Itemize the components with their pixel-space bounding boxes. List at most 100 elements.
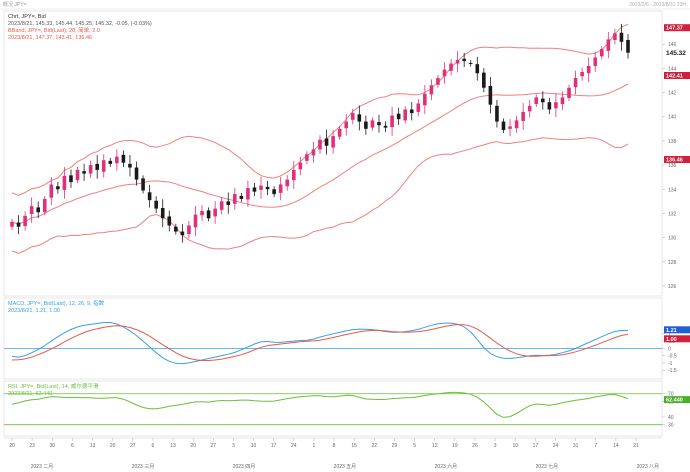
candle [115, 149, 119, 171]
candle-body [101, 160, 106, 172]
x-day-tick-label: 6 [152, 443, 155, 449]
candle [436, 75, 440, 88]
x-day-tick-label: 3 [494, 443, 497, 449]
date-range: 2023/2/6 - 2023/8/31 23H [629, 2, 686, 8]
rsi-tag-text: 62.440 [666, 398, 683, 404]
candle [42, 195, 47, 216]
candle [246, 180, 250, 207]
signal-tag-text: 1.00 [666, 337, 677, 343]
candle [95, 155, 99, 179]
candle [167, 210, 172, 232]
candle-body [298, 162, 303, 170]
candle [554, 93, 558, 118]
rsi-line [11, 391, 629, 418]
price-y-tick-label: 138 [668, 139, 677, 145]
x-day-tick-label: 26 [472, 443, 478, 449]
candle [573, 70, 578, 95]
candle [16, 215, 21, 235]
candle-body [396, 113, 401, 120]
candle-body [154, 200, 158, 209]
candle-body [167, 216, 172, 226]
candle [527, 99, 532, 118]
price-y-tick-label: 126 [668, 284, 677, 290]
candle-body [193, 214, 198, 228]
candle-body [580, 72, 584, 77]
candle [187, 221, 191, 239]
macd-panel-frame [3, 297, 663, 380]
candle [239, 192, 244, 202]
candle-body [200, 211, 204, 216]
candle [390, 106, 394, 136]
candle-body [233, 194, 237, 204]
x-day-tick-label: 21 [633, 443, 639, 449]
candle-body [613, 33, 617, 40]
macd-header-line1: MACD, JPY=, Bid(Last), 12, 26, 9, 指数 [8, 299, 105, 307]
x-day-tick-label: 30 [49, 443, 55, 449]
x-day-tick-label: 13 [90, 443, 96, 449]
candle [69, 169, 73, 188]
price-y-tick-label: 142 [668, 91, 677, 97]
candle [147, 184, 152, 208]
candle-body [521, 111, 525, 121]
candle [475, 56, 480, 81]
candle [560, 91, 565, 110]
candle [233, 188, 237, 210]
candle [409, 102, 414, 121]
candle [613, 28, 617, 45]
candle [337, 125, 342, 140]
candle-body [219, 201, 224, 210]
candle-body [75, 169, 80, 181]
price-y-tick-label: 134 [668, 187, 677, 193]
x-day-tick-label: 27 [130, 443, 136, 449]
candle [180, 224, 185, 243]
x-day-tick-label: 15 [351, 443, 357, 449]
price-tag-mid: 142.41 [664, 72, 690, 80]
candle-body [49, 184, 54, 198]
price-tag-upper: 147.37 [664, 24, 690, 32]
candle [160, 199, 165, 228]
x-month-label: 2023 二月 [31, 464, 54, 470]
candle-body [259, 185, 263, 190]
candle-body [311, 149, 316, 156]
candle [547, 97, 552, 114]
candle-body [246, 188, 250, 200]
x-day-tick-label: 24 [291, 443, 297, 449]
candle [193, 205, 198, 237]
candle-body [10, 221, 14, 227]
price-tag-last-text: 145.32 [666, 50, 686, 57]
price-y-tick-label: 136 [668, 163, 677, 169]
candle [541, 91, 545, 110]
candle-body [606, 39, 611, 51]
candle [291, 161, 296, 190]
candle-body [141, 178, 145, 191]
candle-body [82, 171, 86, 174]
candle-body [180, 231, 185, 236]
candle [174, 223, 178, 235]
candle-body [436, 78, 440, 85]
candle-body [488, 85, 493, 105]
candle-body [265, 186, 270, 190]
candle [331, 130, 335, 154]
candle [593, 51, 598, 72]
rsi-y-tick-label: 30 [668, 423, 674, 429]
macd-header-line2: 2023/8/21, 1.21, 1.00 [8, 308, 60, 314]
candle [49, 177, 54, 206]
candle-body [495, 105, 499, 122]
x-day-tick-label: 17 [533, 443, 539, 449]
candle-body [377, 122, 381, 126]
x-axis: 20 23 30 6 13 20 27 6 13 20 27 3 10 17 24 1 8 15 22 29 5 12 19… [4, 437, 662, 470]
candle-body [108, 160, 113, 164]
macd-y-tick-label: 1 [668, 332, 671, 338]
candle-body [121, 154, 126, 163]
candle-body [449, 63, 453, 71]
candle [416, 98, 421, 117]
x-day-tick-label: 24 [553, 443, 559, 449]
x-day-tick-label: 17 [271, 443, 277, 449]
candle [121, 150, 126, 168]
candle [285, 175, 290, 191]
price-y-tick-label: 132 [668, 211, 677, 217]
macd-line [11, 322, 629, 365]
price-header-line1: Chrt, JPY=, Bid [8, 14, 46, 20]
candle [599, 46, 604, 60]
x-day-tick-label: 20 [190, 443, 196, 449]
